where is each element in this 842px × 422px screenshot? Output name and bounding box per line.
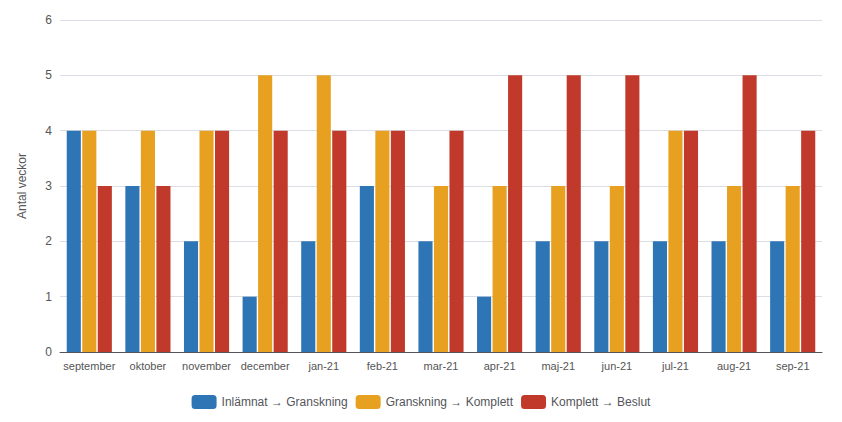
- svg-text:mar-21: mar-21: [424, 360, 459, 372]
- svg-text:Granskning → Komplett: Granskning → Komplett: [386, 395, 514, 409]
- svg-text:Komplett → Beslut: Komplett → Beslut: [551, 395, 651, 409]
- svg-text:maj-21: maj-21: [541, 360, 575, 372]
- svg-text:apr-21: apr-21: [484, 360, 516, 372]
- svg-text:feb-21: feb-21: [367, 360, 398, 372]
- svg-text:september: september: [63, 360, 115, 372]
- svg-text:jul-21: jul-21: [661, 360, 689, 372]
- svg-text:oktober: oktober: [130, 360, 167, 372]
- svg-text:jan-21: jan-21: [307, 360, 339, 372]
- svg-text:0: 0: [45, 345, 52, 359]
- svg-text:Antal veckor: Antal veckor: [15, 153, 29, 219]
- svg-text:5: 5: [45, 68, 52, 82]
- svg-text:november: november: [182, 360, 231, 372]
- svg-text:4: 4: [45, 124, 52, 138]
- svg-text:aug-21: aug-21: [717, 360, 751, 372]
- svg-text:sep-21: sep-21: [776, 360, 810, 372]
- svg-text:Inlämnat → Granskning: Inlämnat → Granskning: [222, 395, 348, 409]
- svg-text:2: 2: [45, 234, 52, 248]
- svg-text:6: 6: [45, 13, 52, 27]
- svg-text:december: december: [241, 360, 290, 372]
- svg-text:jun-21: jun-21: [601, 360, 633, 372]
- svg-text:1: 1: [45, 290, 52, 304]
- svg-text:3: 3: [45, 179, 52, 193]
